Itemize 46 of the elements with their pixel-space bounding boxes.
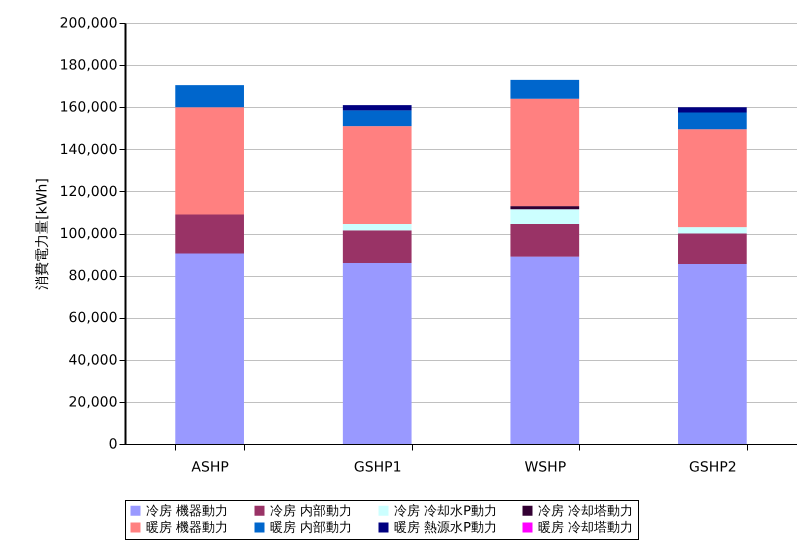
legend-label: 冷房 冷却水P動力 <box>394 502 497 519</box>
y-tick-label: 140,000 <box>60 142 118 158</box>
y-tick-label: 0 <box>108 436 118 452</box>
y-tick-label: 200,000 <box>60 16 118 32</box>
y-tick-label: 20,000 <box>68 394 118 410</box>
bar <box>342 224 412 230</box>
bar <box>342 262 412 444</box>
y-tick-label: 120,000 <box>60 184 118 200</box>
bar <box>510 224 580 257</box>
legend-label: 暖房 熱源水P動力 <box>394 520 497 536</box>
legend-label: 冷房 冷却塔動力 <box>538 502 634 519</box>
x-tick-label: ASHP <box>191 460 229 476</box>
bar <box>342 105 412 110</box>
bar <box>175 107 244 215</box>
legend-label: 暖房 機器動力 <box>146 520 228 536</box>
legend-label: 冷房 機器動力 <box>146 502 228 519</box>
bar <box>510 98 580 206</box>
y-tick-label: 60,000 <box>68 310 118 326</box>
y-tick-label: 180,000 <box>60 58 118 74</box>
bar <box>342 126 412 224</box>
y-axis-title: 消費電力量[kWh] <box>34 178 51 290</box>
x-tick-label: WSHP <box>524 460 566 476</box>
bar <box>678 234 747 264</box>
legend-label: 冷房 内部動力 <box>270 502 352 519</box>
legend-label: 暖房 内部動力 <box>270 520 352 536</box>
bar <box>175 254 244 444</box>
bar <box>678 112 747 130</box>
x-tick-label: GSHP1 <box>354 460 402 476</box>
bar <box>510 80 580 99</box>
bar <box>175 85 244 108</box>
x-tick-label: GSHP2 <box>689 460 737 476</box>
bar <box>678 264 747 444</box>
bar <box>510 206 580 210</box>
bar <box>510 256 580 444</box>
bar <box>342 230 412 263</box>
bar <box>678 107 747 112</box>
y-tick-label: 160,000 <box>60 100 118 116</box>
bar <box>678 129 747 228</box>
bar <box>678 227 747 234</box>
bar <box>342 110 412 126</box>
bar <box>510 209 580 224</box>
y-tick-label: 40,000 <box>68 352 118 368</box>
legend-label: 暖房 冷却塔動力 <box>538 520 634 536</box>
bar <box>175 214 244 254</box>
y-tick-label: 80,000 <box>68 268 118 284</box>
y-tick-label: 100,000 <box>60 226 118 242</box>
